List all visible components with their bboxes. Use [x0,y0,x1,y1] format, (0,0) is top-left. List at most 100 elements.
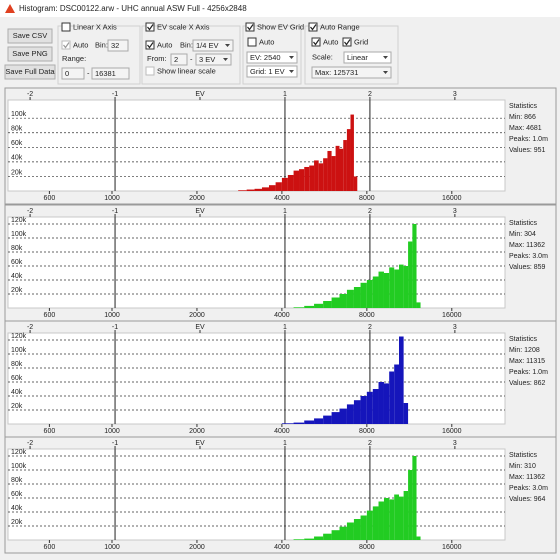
histogram-bar [331,530,340,540]
histogram-bar [293,307,305,308]
dropdown-value: EV: 2540 [250,53,281,62]
histogram-bar [293,422,305,424]
checkbox[interactable] [308,22,318,32]
checkbox-label: Auto [323,37,338,46]
text-field[interactable] [170,53,188,66]
ev-tick-label: EV [195,208,205,215]
statistics-text: Peaks: 3.0m [509,253,548,260]
histogram-bar [331,412,340,424]
x-tick-label: 600 [44,312,56,319]
statistics-text: Values: 862 [509,380,546,387]
histogram-bar [275,182,282,191]
histogram-bar [398,496,404,540]
text-field[interactable] [61,67,85,80]
title-bar [0,0,560,17]
histogram-bar [246,189,255,191]
checkbox-label: Auto Range [320,22,360,31]
field-value: 16381 [95,69,116,78]
checkbox-label: Show linear scale [157,66,216,75]
y-tick-label: 60k [11,491,23,498]
histogram-bar [378,271,384,308]
histogram-bar [383,383,390,424]
text-field[interactable] [107,39,129,52]
y-tick-label: 60k [11,140,23,147]
plot-area [7,448,506,541]
group-box [242,25,302,85]
button-label: Save Full Data [5,67,55,76]
histogram-bar [408,241,413,308]
button[interactable] [4,64,56,80]
histogram-bar [353,400,361,424]
label: Bin: [95,40,108,49]
checkbox[interactable] [247,37,257,47]
histogram-bar [254,188,262,191]
statistics-text: Values: 859 [509,264,546,271]
checkbox-label: Auto [73,40,88,49]
histogram-bar [353,519,361,540]
histogram-bar [261,187,269,191]
histogram-bar [314,418,324,424]
histogram-bar [238,190,247,191]
histogram-bar [394,494,399,540]
histogram-bar [314,536,324,540]
ev-tick-label: 1 [283,91,287,98]
histogram-bar [314,303,324,308]
histogram-bar [408,470,413,540]
dropdown[interactable] [343,51,392,64]
text-field[interactable] [91,67,130,80]
checkbox[interactable] [342,37,352,47]
check-mark [63,42,70,49]
checkbox[interactable] [145,22,155,32]
dropdown-value: Linear [347,53,368,62]
histogram-bar [304,166,310,191]
histogram-bar [339,526,347,540]
histogram-bar [403,266,409,308]
x-tick-label: 1000 [104,428,120,435]
ev-tick-label: EV [195,91,205,98]
histogram-bar [389,371,395,424]
histogram-bar [394,364,399,424]
histogram-bar [343,140,347,191]
button[interactable] [7,46,53,62]
histogram-bar [339,294,347,308]
button-label: Save PNG [12,49,48,58]
dropdown-arrow [289,70,294,73]
histogram-bar [403,491,409,540]
checkbox[interactable] [145,66,155,76]
x-tick-label: 2000 [189,428,205,435]
x-tick-label: 4000 [274,544,290,551]
dropdown[interactable] [195,53,232,66]
dropdown[interactable] [311,66,392,79]
dropdown-arrow [223,58,228,61]
ev-tick-label: EV [195,324,205,331]
dropdown[interactable] [246,65,298,78]
button[interactable] [7,28,53,44]
checkbox[interactable] [311,37,321,47]
dropdown[interactable] [246,51,298,64]
checkbox[interactable] [61,40,71,50]
group-box [141,25,241,85]
statistics-text: Statistics [509,220,538,227]
checkbox[interactable] [145,40,155,50]
dropdown-arrow [289,56,294,59]
statistics-text: Max: 11362 [509,474,545,481]
app-icon [5,4,15,13]
y-tick-label: 120k [11,333,27,340]
histogram-bar [412,224,417,308]
dropdown[interactable] [192,39,234,52]
histogram-bar [360,515,367,540]
histogram-bar [318,163,324,191]
y-tick-label: 20k [11,169,23,176]
histogram-bar [360,396,367,424]
x-tick-label: 4000 [274,428,290,435]
ev-tick-label: -2 [27,324,33,331]
ev-tick-label: 3 [453,324,457,331]
checkbox[interactable] [245,22,255,32]
checkbox[interactable] [61,22,71,32]
field-value: 0 [65,69,69,78]
x-tick-label: 600 [44,544,56,551]
x-tick-label: 16000 [442,428,462,435]
y-tick-label: 40k [11,273,23,280]
histogram-bar [268,185,276,191]
